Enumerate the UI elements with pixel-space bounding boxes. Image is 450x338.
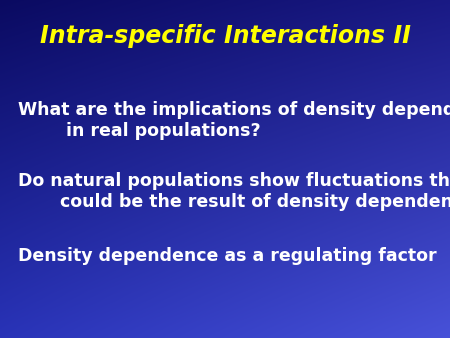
- Text: What are the implications of density dependence
        in real populations?: What are the implications of density dep…: [18, 101, 450, 140]
- Text: Do natural populations show fluctuations that
       could be the result of dens: Do natural populations show fluctuations…: [18, 172, 450, 211]
- Text: Intra-specific Interactions II: Intra-specific Interactions II: [40, 24, 410, 48]
- Text: Density dependence as a regulating factor: Density dependence as a regulating facto…: [18, 247, 436, 265]
